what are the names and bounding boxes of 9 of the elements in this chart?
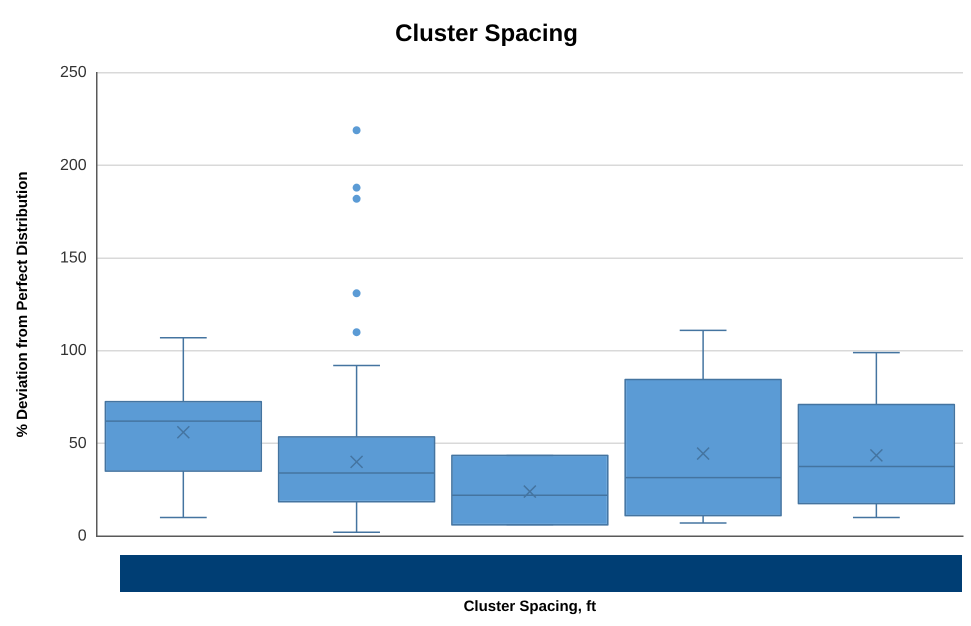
y-tick-label: 100 <box>60 342 87 360</box>
chart-title: Cluster Spacing <box>395 20 578 48</box>
y-tick-label: 150 <box>60 249 87 266</box>
x-axis-title: Cluster Spacing, ft <box>464 598 596 616</box>
y-tick-label: 0 <box>78 527 87 544</box>
y-tick-label: 200 <box>60 156 87 174</box>
y-tick-label: 50 <box>68 434 87 452</box>
y-axis-title: % Deviation from Perfect Distribution <box>14 171 32 438</box>
y-tick-label: 250 <box>60 64 87 82</box>
